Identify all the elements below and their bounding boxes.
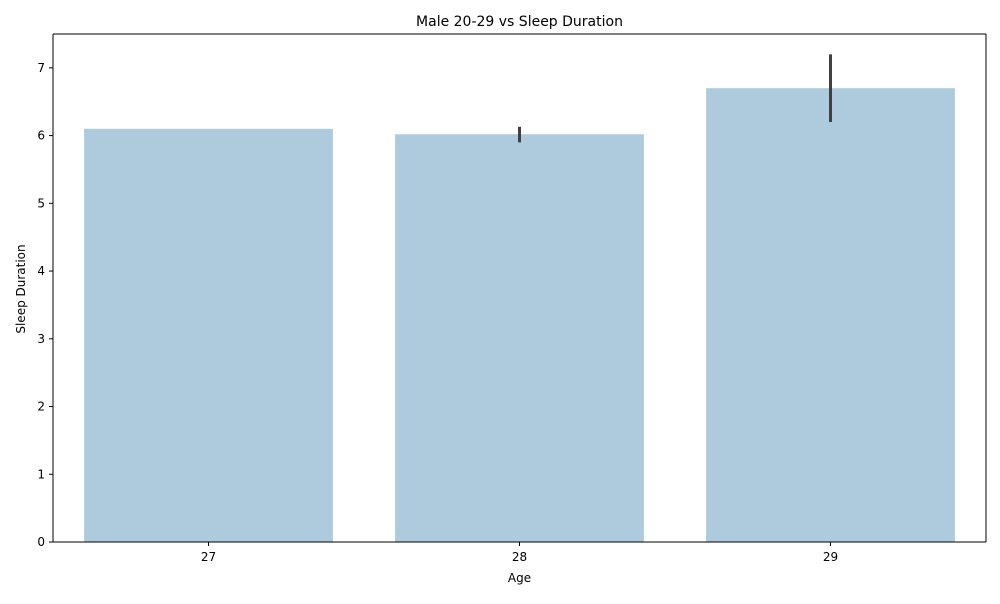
x-tick-label-27: 27 (201, 550, 216, 564)
x-tick-label-28: 28 (512, 550, 527, 564)
bar-27 (84, 128, 333, 542)
x-tick-label-29: 29 (823, 550, 838, 564)
x-axis-label: Age (508, 571, 531, 585)
bar-28 (395, 134, 644, 542)
y-tick-label-7: 7 (37, 61, 45, 75)
y-tick-label-4: 4 (37, 264, 45, 278)
y-tick-label-1: 1 (37, 467, 45, 481)
y-tick-label-6: 6 (37, 129, 45, 143)
y-tick-label-2: 2 (37, 400, 45, 414)
y-tick-label-0: 0 (37, 535, 45, 549)
y-axis-label: Sleep Duration (14, 244, 28, 333)
chart-title: Male 20-29 vs Sleep Duration (416, 14, 623, 30)
y-tick-label-5: 5 (37, 196, 45, 210)
y-tick-label-3: 3 (37, 332, 45, 346)
plot-area: 0 1 2 3 4 5 6 7 27 28 29 (37, 33, 987, 564)
bar-29 (706, 88, 955, 542)
